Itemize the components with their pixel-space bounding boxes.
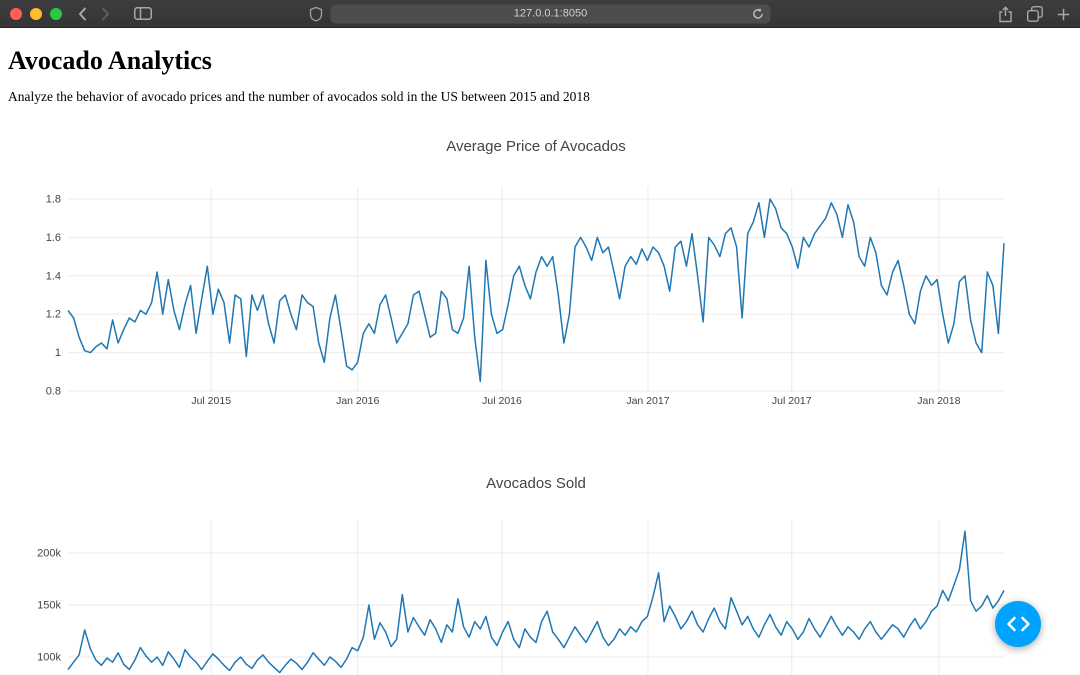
svg-text:150k: 150k (37, 600, 61, 612)
page-subtitle: Analyze the behavior of avocado prices a… (8, 89, 590, 104)
share-button[interactable] (998, 5, 1013, 23)
sidebar-icon (134, 7, 152, 20)
tabs-icon (1027, 6, 1043, 22)
url-text: 127.0.0.1:8050 (513, 7, 588, 20)
svg-text:100k: 100k (37, 652, 61, 664)
share-icon (999, 5, 1012, 22)
svg-text:Avocados Sold: Avocados Sold (486, 475, 586, 492)
page-content: Avocado Analytics Analyze the behavior o… (0, 28, 1080, 105)
plus-icon (1057, 8, 1070, 20)
minimize-window-button[interactable] (30, 7, 42, 20)
forward-button[interactable] (101, 7, 110, 21)
chevron-right-icon (102, 7, 110, 20)
window-controls (10, 7, 62, 20)
svg-text:1.2: 1.2 (46, 309, 61, 321)
new-tab-button[interactable] (1057, 8, 1070, 21)
address-bar[interactable]: 127.0.0.1:8050 (330, 4, 771, 23)
svg-text:1: 1 (55, 347, 61, 359)
sidebar-toggle-button[interactable] (134, 7, 152, 20)
svg-text:1.8: 1.8 (46, 194, 61, 206)
chevron-right-icon (1020, 616, 1030, 632)
shield-icon (309, 6, 323, 21)
svg-text:Jul 2016: Jul 2016 (482, 395, 522, 407)
svg-text:Jan 2018: Jan 2018 (917, 395, 960, 407)
tab-overview-button[interactable] (1027, 6, 1043, 22)
page-title: Avocado Analytics (8, 46, 212, 75)
privacy-shield-button[interactable] (309, 6, 323, 21)
avocados-sold-chart[interactable]: 100k 150k 200k Avocados Sold (0, 460, 1080, 675)
back-button[interactable] (78, 7, 87, 21)
svg-text:Average Price of Avocados: Average Price of Avocados (446, 138, 626, 155)
svg-text:Jan 2016: Jan 2016 (336, 395, 379, 407)
svg-text:1.4: 1.4 (46, 270, 61, 282)
close-window-button[interactable] (10, 7, 22, 20)
zoom-window-button[interactable] (50, 7, 62, 20)
average-price-chart[interactable]: 0.8 1 1.2 1.4 1.6 1.8 Jul 2015 Jan 2016 Jul 2016… (0, 130, 1080, 422)
svg-text:0.8: 0.8 (46, 386, 61, 398)
svg-text:Jan 2017: Jan 2017 (626, 395, 669, 407)
svg-text:200k: 200k (37, 548, 61, 560)
svg-text:Jul 2015: Jul 2015 (191, 395, 231, 407)
svg-text:1.6: 1.6 (46, 232, 61, 244)
dash-debug-menu-button[interactable] (995, 601, 1041, 647)
svg-text:Jul 2017: Jul 2017 (772, 395, 812, 407)
reload-icon[interactable] (752, 7, 765, 20)
browser-toolbar: 127.0.0.1:8050 (0, 0, 1080, 28)
chevron-left-icon (78, 7, 86, 20)
chevron-left-icon (1006, 616, 1016, 632)
